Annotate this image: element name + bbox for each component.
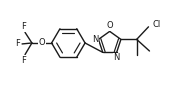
Text: F: F [22, 56, 26, 65]
Text: O: O [106, 21, 113, 30]
Text: Cl: Cl [152, 20, 161, 29]
Text: N: N [113, 53, 120, 62]
Text: F: F [22, 22, 26, 31]
Text: F: F [15, 39, 20, 48]
Text: O: O [39, 39, 45, 48]
Text: N: N [92, 35, 98, 44]
